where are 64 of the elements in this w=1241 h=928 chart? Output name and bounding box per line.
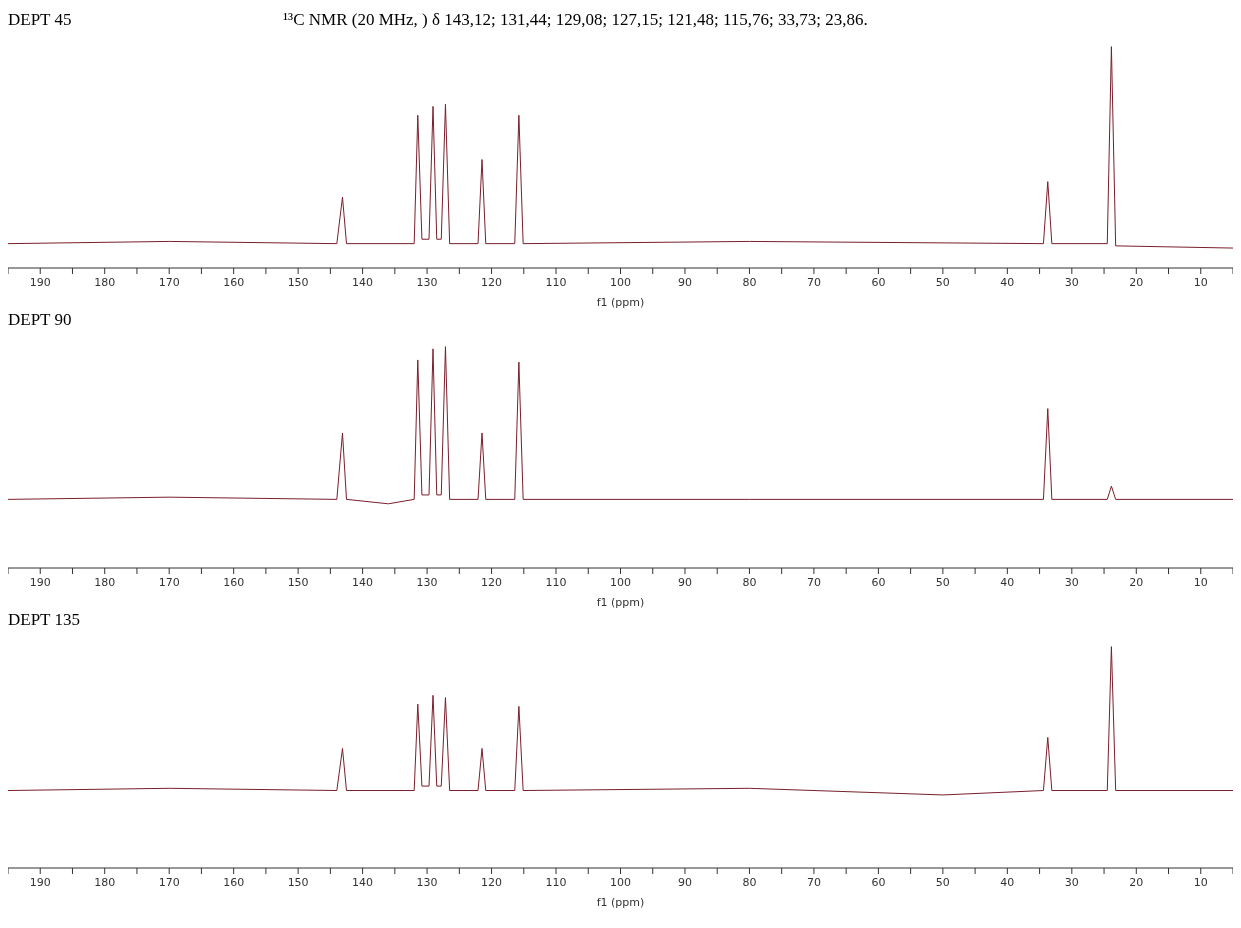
x-tick-label: 80 bbox=[742, 576, 757, 589]
x-tick-label: 20 bbox=[1129, 576, 1144, 589]
chart-title: DEPT 135 bbox=[8, 610, 80, 630]
x-tick-label: 160 bbox=[223, 876, 245, 889]
x-tick-label: 150 bbox=[287, 576, 309, 589]
x-tick-label: 30 bbox=[1064, 576, 1079, 589]
chart-subtitle: ¹³C NMR (20 MHz, ) δ 143,12; 131,44; 129,08; 127,15; 121,48; 115,76; 33,73; 23,86. bbox=[283, 10, 868, 30]
x-tick-label: 130 bbox=[416, 876, 438, 889]
x-tick-label: 90 bbox=[677, 276, 692, 289]
x-tick-label: 10 bbox=[1193, 576, 1208, 589]
x-tick-label: 150 bbox=[287, 276, 309, 289]
x-tick-label: 140 bbox=[352, 576, 374, 589]
x-tick-label: 50 bbox=[935, 876, 950, 889]
x-tick-label: 100 bbox=[610, 576, 631, 589]
x-tick-label: 10 bbox=[1193, 276, 1208, 289]
x-tick-label: 80 bbox=[742, 276, 757, 289]
x-tick-label: 20 bbox=[1129, 876, 1144, 889]
x-tick-label: 160 bbox=[223, 576, 245, 589]
x-tick-label: 170 bbox=[158, 276, 180, 289]
x-tick-label: 160 bbox=[223, 276, 245, 289]
x-tick-label: 50 bbox=[935, 276, 950, 289]
x-tick-label: 60 bbox=[871, 576, 886, 589]
x-tick-label: 100 bbox=[610, 276, 631, 289]
x-tick-label: 40 bbox=[1000, 276, 1015, 289]
x-tick-label: 120 bbox=[481, 276, 503, 289]
x-tick-label: 60 bbox=[871, 276, 886, 289]
x-tick-label: 10 bbox=[1193, 876, 1208, 889]
x-tick-label: 190 bbox=[29, 576, 51, 589]
chart-title: DEPT 45 bbox=[8, 10, 72, 30]
x-tick-label: 140 bbox=[352, 276, 374, 289]
x-tick-label: 110 bbox=[545, 576, 567, 589]
x-tick-label: 180 bbox=[94, 576, 116, 589]
x-tick-label: 130 bbox=[416, 276, 438, 289]
x-tick-label: 70 bbox=[806, 576, 821, 589]
x-tick-label: 30 bbox=[1064, 276, 1079, 289]
x-axis-title: f1 (ppm) bbox=[596, 296, 645, 309]
x-tick-label: 190 bbox=[29, 876, 51, 889]
x-tick-label: 60 bbox=[871, 876, 886, 889]
x-tick-label: 70 bbox=[806, 876, 821, 889]
x-tick-label: 80 bbox=[742, 876, 757, 889]
x-axis-title: f1 (ppm) bbox=[596, 596, 645, 609]
x-tick-label: 100 bbox=[610, 876, 631, 889]
x-tick-label: 130 bbox=[416, 576, 438, 589]
x-tick-label: 90 bbox=[677, 876, 692, 889]
x-tick-label: 110 bbox=[545, 876, 567, 889]
x-tick-label: 170 bbox=[158, 576, 180, 589]
x-tick-label: 30 bbox=[1064, 876, 1079, 889]
x-tick-label: 20 bbox=[1129, 276, 1144, 289]
x-tick-label: 40 bbox=[1000, 876, 1015, 889]
x-tick-label: 190 bbox=[29, 276, 51, 289]
x-tick-label: 40 bbox=[1000, 576, 1015, 589]
x-tick-label: 70 bbox=[806, 276, 821, 289]
x-tick-label: 140 bbox=[352, 876, 374, 889]
x-tick-label: 170 bbox=[158, 876, 180, 889]
x-tick-label: 90 bbox=[677, 576, 692, 589]
x-tick-label: 110 bbox=[545, 276, 567, 289]
x-tick-label: 180 bbox=[94, 276, 116, 289]
x-tick-label: 150 bbox=[287, 876, 309, 889]
x-tick-label: 120 bbox=[481, 876, 503, 889]
chart-title: DEPT 90 bbox=[8, 310, 72, 330]
x-axis-title: f1 (ppm) bbox=[596, 896, 645, 909]
x-tick-label: 50 bbox=[935, 576, 950, 589]
x-tick-label: 180 bbox=[94, 876, 116, 889]
x-tick-label: 120 bbox=[481, 576, 503, 589]
